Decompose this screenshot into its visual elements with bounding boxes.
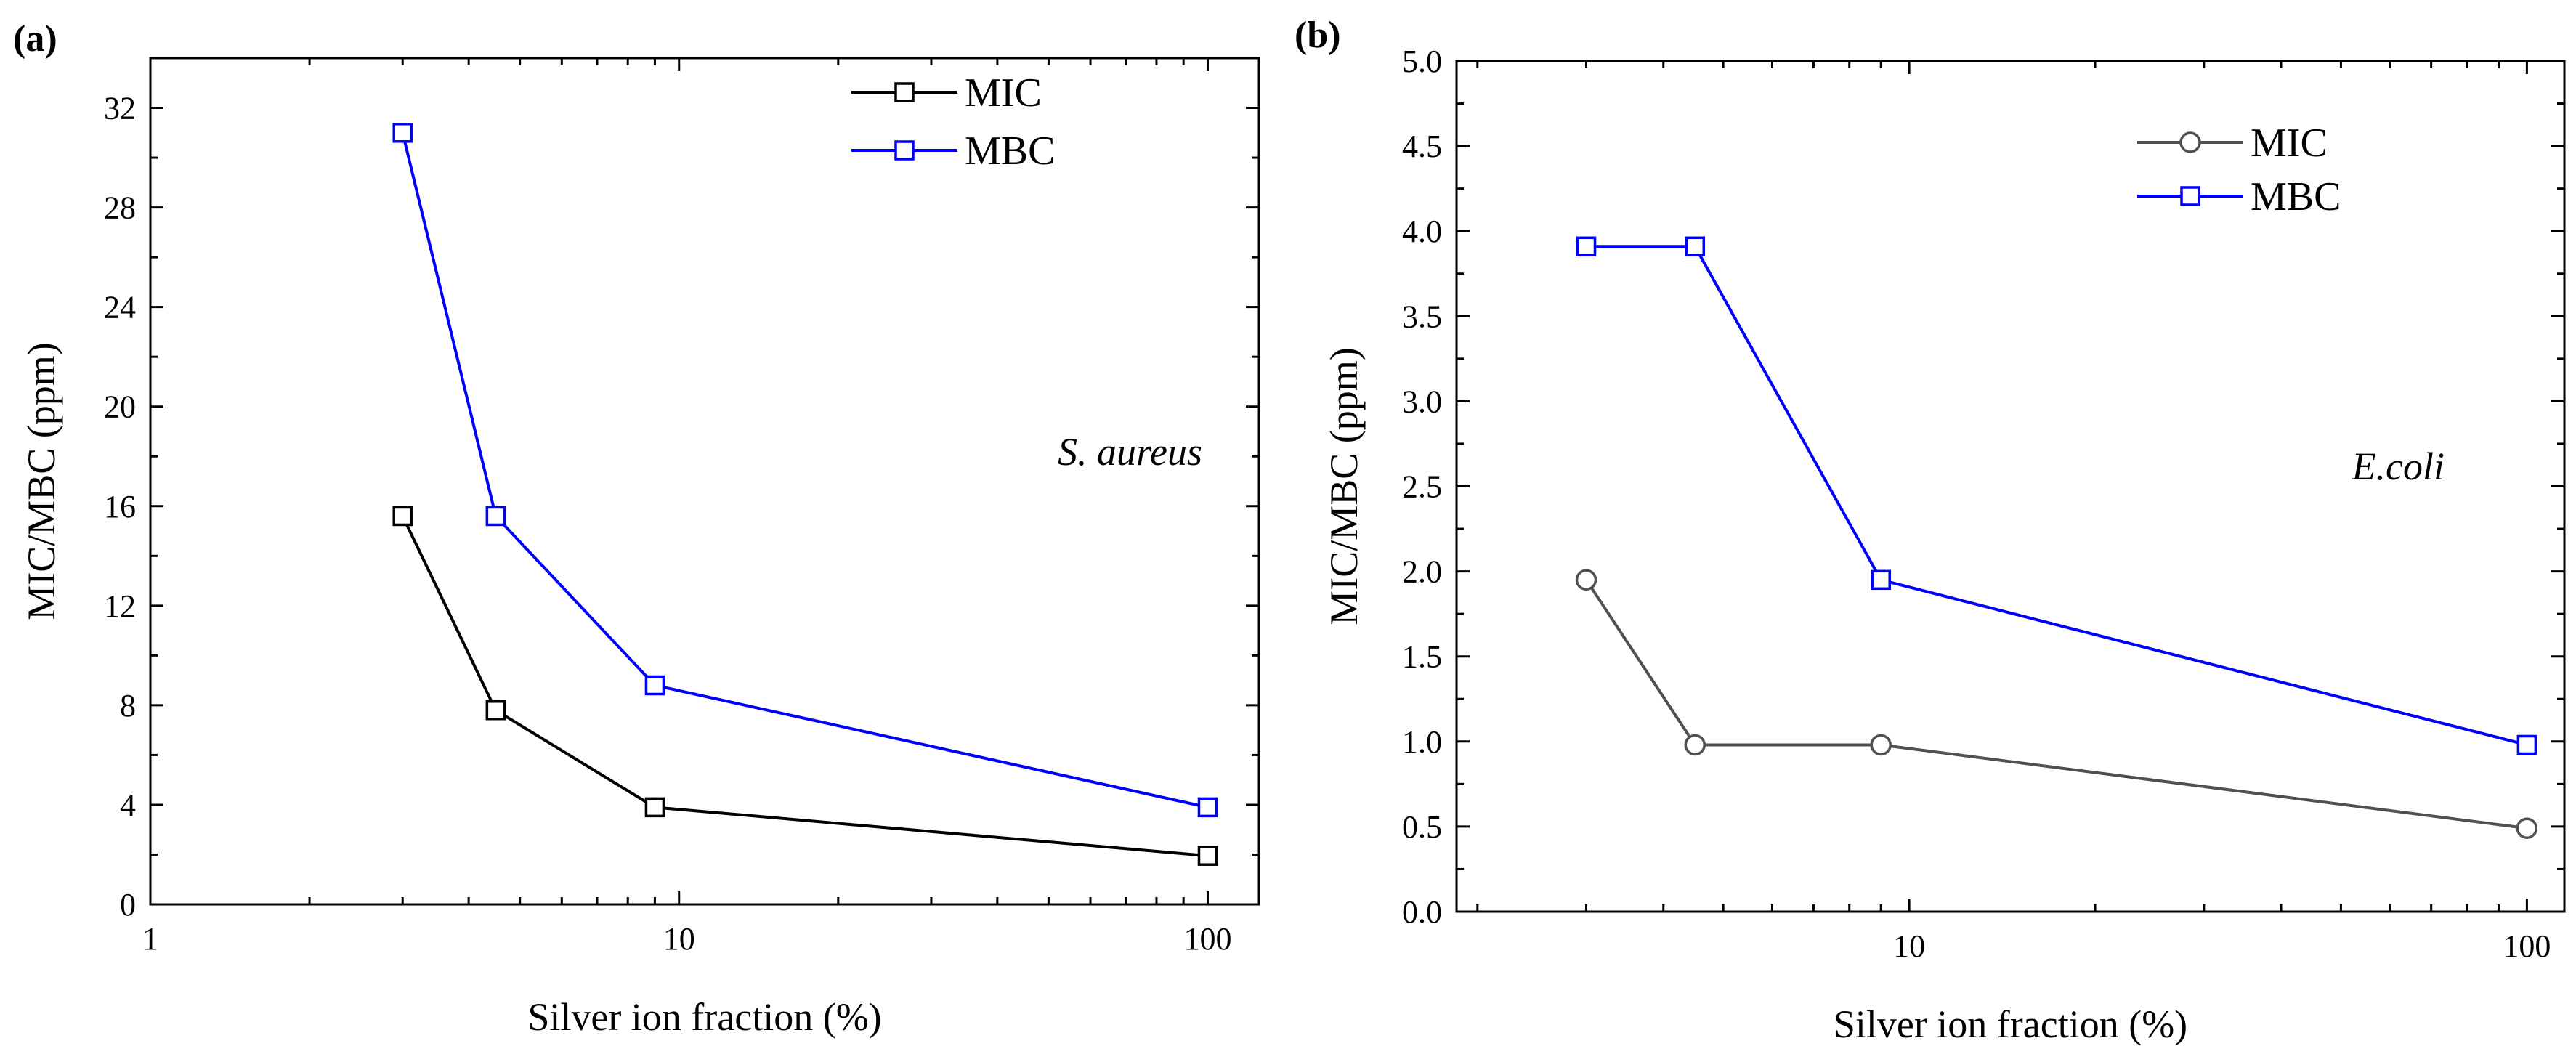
y-tick-label: 20 xyxy=(104,389,136,425)
legend: MIC MBC xyxy=(2137,121,2341,219)
legend-marker-mic xyxy=(894,82,915,102)
x-tick-label: 100 xyxy=(2503,928,2551,964)
data-point-mbc xyxy=(1197,797,1218,818)
legend-marker-mbc xyxy=(894,140,915,161)
y-tick-label: 28 xyxy=(104,190,136,226)
y-tick-label: 3.5 xyxy=(1402,299,1442,334)
x-tick-label: 10 xyxy=(1893,928,1925,964)
x-tick-label: 100 xyxy=(1183,921,1231,957)
y-tick-label: 16 xyxy=(104,489,136,524)
y-tick-label: 8 xyxy=(120,688,136,723)
y-tick-label: 4.5 xyxy=(1402,129,1442,164)
series-mbc xyxy=(392,123,1218,818)
y-tick-label: 1.0 xyxy=(1402,724,1442,760)
y-tick-label: 2.0 xyxy=(1402,554,1442,590)
legend-label-mic: MIC xyxy=(965,70,1042,115)
series-mbc xyxy=(1576,236,2537,755)
data-point-mic xyxy=(644,797,665,818)
data-point-mbc xyxy=(485,506,506,527)
y-tick-label: 2.5 xyxy=(1402,469,1442,505)
data-point-mbc xyxy=(1871,569,1891,591)
organism-annotation: E.coli xyxy=(2352,445,2445,488)
y-tick-label: 0.5 xyxy=(1402,809,1442,845)
y-tick-label: 3.0 xyxy=(1402,384,1442,419)
y-tick-label: 4.0 xyxy=(1402,214,1442,249)
plot-frame xyxy=(149,57,1260,906)
data-point-mic xyxy=(1575,569,1597,591)
y-tick-label: 0.0 xyxy=(1402,894,1442,930)
data-point-mbc xyxy=(1576,236,1597,257)
data-point-mic xyxy=(392,506,413,527)
series-line-mic xyxy=(401,515,1208,858)
data-point-mic xyxy=(1870,734,1892,756)
chart-panel-a: 0 4 8 12 16 20 24 28 32 1 10 100 Silver ion fraction… xyxy=(13,18,1260,1039)
data-point-mic xyxy=(1197,846,1218,866)
series-line-mic xyxy=(1584,579,2527,830)
series-mic xyxy=(1575,569,2538,839)
legend-label-mic: MIC xyxy=(2251,121,2328,166)
y-tick-label: 0 xyxy=(120,887,136,923)
panel-label: (a) xyxy=(13,18,57,60)
chart-panel-b: 0.0 0.5 1.0 1.5 2.0 2.5 3.0 3.5 4.0 4.5 5.0 10 100 Si… xyxy=(1295,15,2566,1046)
x-tick-label: 10 xyxy=(663,921,695,957)
y-tick-label: 4 xyxy=(120,787,136,823)
y-tick-label: 12 xyxy=(104,588,136,624)
y-tick-label: 5.0 xyxy=(1402,44,1442,79)
data-point-mbc xyxy=(2516,734,2537,755)
series-line-mbc xyxy=(401,132,1208,809)
data-point-mbc xyxy=(392,123,413,143)
y-tick-label: 1.5 xyxy=(1402,639,1442,675)
panel-label: (b) xyxy=(1295,15,1341,56)
data-point-mic xyxy=(1684,734,1706,756)
x-axis-label: Silver ion fraction (%) xyxy=(527,995,881,1039)
legend-marker-mbc xyxy=(2180,186,2200,206)
legend: MIC MBC xyxy=(851,70,1056,174)
y-tick-label: 24 xyxy=(104,290,136,325)
organism-annotation: S. aureus xyxy=(1058,430,1202,474)
legend-marker-mic xyxy=(2179,131,2201,153)
data-point-mbc xyxy=(644,675,665,696)
x-tick-label: 1 xyxy=(142,921,158,957)
data-point-mic xyxy=(485,700,506,721)
x-axis-label: Silver ion fraction (%) xyxy=(1834,1002,2187,1046)
data-point-mic xyxy=(2516,817,2538,839)
legend-label-mbc: MBC xyxy=(2251,174,2341,219)
series-line-mbc xyxy=(1586,245,2527,747)
y-tick-label: 32 xyxy=(104,91,136,126)
y-axis-label: MIC/MBC (ppm) xyxy=(1322,347,1366,625)
series-mic xyxy=(392,506,1218,866)
y-axis-label: MIC/MBC (ppm) xyxy=(20,342,63,620)
data-point-mbc xyxy=(1685,236,1705,257)
legend-label-mbc: MBC xyxy=(965,129,1056,174)
